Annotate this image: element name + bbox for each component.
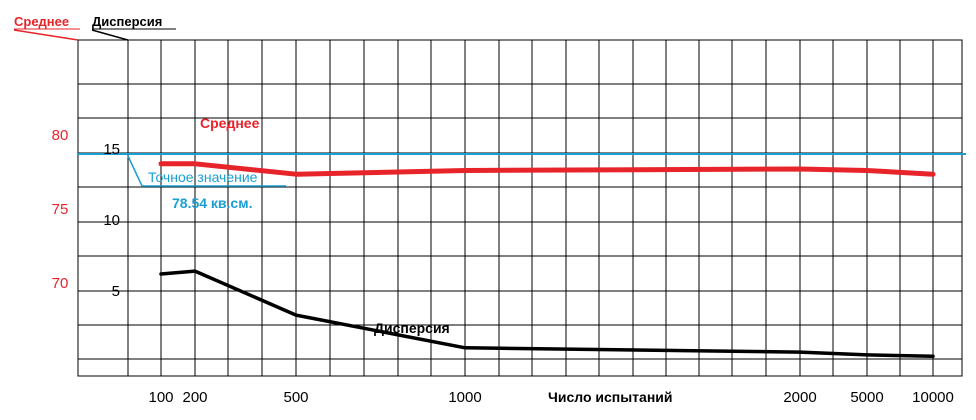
y-tick-mean: 70 — [52, 275, 69, 292]
label-group: Среднее Дисперсия Среднее Дисперсия Точн… — [14, 14, 954, 406]
x-tick-label: 5000 — [850, 389, 883, 406]
header-variance-label: Дисперсия — [92, 14, 162, 29]
series-line-mean — [158, 161, 936, 177]
series-group — [158, 161, 936, 359]
y-tick-mean: 80 — [52, 127, 69, 144]
x-tick-label: 500 — [283, 389, 308, 406]
series-label-mean: Среднее — [200, 115, 260, 131]
x-axis-label: Число испытаний — [548, 389, 673, 405]
y-tick-variance: 15 — [103, 141, 120, 158]
y-tick-variance: 10 — [103, 212, 120, 229]
reference-label: Точное значение — [148, 169, 258, 185]
x-tick-label: 10000 — [912, 389, 954, 406]
x-tick-label: 100 — [148, 389, 173, 406]
reference-line-group — [78, 153, 966, 187]
reference-value-label: 78.54 кв.см. — [172, 195, 252, 211]
x-tick-label: 1000 — [448, 389, 481, 406]
x-tick-label: 200 — [182, 389, 207, 406]
plot-border — [77, 39, 963, 377]
series-label-variance: Дисперсия — [374, 320, 450, 336]
header-variance-pointer — [91, 29, 129, 41]
header-mean-label: Среднее — [14, 14, 69, 29]
header-mean-pointer — [13, 29, 79, 41]
y-tick-mean: 75 — [52, 201, 69, 218]
y-tick-variance: 5 — [112, 283, 120, 300]
grid — [13, 28, 963, 377]
x-tick-label: 2000 — [783, 389, 816, 406]
series-line-variance — [159, 269, 935, 359]
reference-callout — [127, 155, 286, 187]
